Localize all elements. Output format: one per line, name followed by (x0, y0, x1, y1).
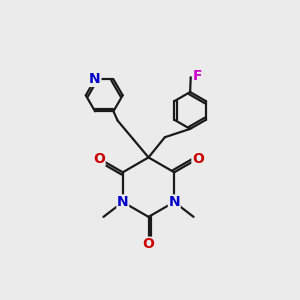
Text: O: O (192, 152, 204, 166)
Text: O: O (142, 237, 154, 251)
Text: N: N (117, 195, 129, 209)
Text: N: N (89, 72, 101, 86)
Text: N: N (168, 195, 180, 209)
Text: F: F (193, 69, 202, 83)
Text: O: O (93, 152, 105, 166)
